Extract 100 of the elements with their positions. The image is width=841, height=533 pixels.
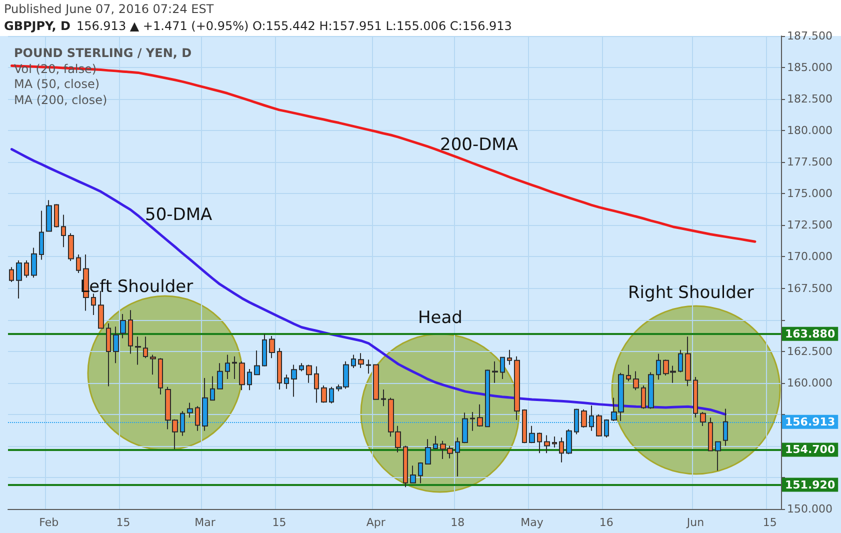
candlestick [269, 335, 275, 359]
candlestick [150, 354, 156, 376]
x-tick-label: May [520, 516, 544, 529]
candlestick [217, 362, 223, 390]
chart-subtitle: 156.913 ▲ +1.471 (+0.95%) O:155.442 H:157.951 L:155.006 C:156.913 [76, 19, 512, 33]
candlestick [113, 326, 119, 364]
candlestick [210, 376, 215, 401]
ref-line-label: 154.700 [785, 443, 836, 456]
text: Published June 07, 2016 07:24 EST [4, 2, 214, 16]
chart-title: GBPJPY, D [4, 19, 70, 33]
x-tick-label: Mar [194, 516, 216, 529]
candlestick [16, 260, 22, 299]
candlestick [715, 441, 721, 472]
candlestick [492, 360, 498, 384]
candlestick [433, 435, 438, 450]
candlestick [135, 336, 141, 366]
y-tick-label: 172.500 [787, 218, 832, 232]
x-tick-label: 15 [762, 516, 777, 529]
candlestick [143, 336, 148, 359]
annotation: 200-DMA [440, 135, 518, 155]
y-tick-label: 177.500 [787, 156, 832, 169]
candlestick [306, 364, 312, 384]
candlestick [299, 362, 304, 372]
candlestick [693, 376, 698, 418]
candlestick [195, 406, 200, 432]
annotation: POUND STERLING / YEN, D [14, 46, 192, 62]
candlestick [366, 359, 371, 374]
candlestick [239, 360, 245, 391]
x-tick-label: 15 [116, 516, 130, 529]
candlestick [31, 247, 37, 278]
candlestick [232, 356, 237, 380]
candlestick [678, 349, 683, 373]
y-tick-label: 170.000 [787, 250, 832, 264]
candlestick [648, 372, 654, 410]
y-tick-label: 182.500 [787, 92, 832, 106]
candlestick [225, 354, 230, 380]
annotation: Head [418, 308, 462, 328]
candlestick [277, 348, 282, 390]
candlestick [314, 366, 319, 404]
candlestick [381, 389, 386, 407]
candlestick [91, 293, 96, 316]
candlestick [708, 417, 713, 452]
candlestick [46, 200, 52, 232]
y-tick-label: 180.000 [787, 124, 832, 138]
candlestick [552, 436, 557, 448]
candlestick [641, 385, 646, 410]
line-series [10, 64, 756, 243]
candlestick [373, 364, 379, 400]
candlestick [685, 336, 691, 387]
x-tick-label: 18 [450, 516, 465, 529]
candlestick [351, 354, 356, 368]
y-tick-label: 150.000 [787, 502, 832, 516]
y-tick-label: 175.000 [787, 187, 832, 200]
candlestick [566, 428, 572, 455]
candlestick [425, 438, 431, 464]
candlestick [403, 445, 408, 488]
y-tick-label: 167.500 [787, 282, 832, 295]
x-tick-label: 15 [272, 516, 286, 529]
candlestick [247, 368, 252, 391]
candlestick [158, 358, 163, 395]
ref-line-label: 156.913 [785, 415, 836, 428]
candlestick [633, 370, 639, 391]
y-tick-label: 187.500 [787, 30, 832, 42]
candlestick [284, 374, 289, 390]
candlestick [418, 462, 423, 484]
annotation: MA (200, close) [14, 92, 108, 108]
candlestick [9, 266, 14, 282]
candlestick [76, 254, 81, 274]
ref-line-label: 163.880 [785, 327, 836, 340]
candlestick [522, 408, 527, 444]
candlestick [500, 356, 505, 380]
candlestick [455, 436, 460, 477]
candlestick [581, 408, 587, 428]
candlestick [68, 232, 74, 262]
candlestick [700, 412, 706, 427]
candlestick [120, 314, 126, 339]
candlestick [358, 352, 364, 368]
candlestick [254, 350, 260, 376]
candlestick [54, 204, 59, 228]
x-tick-label: Apr [366, 516, 386, 529]
y-tick-label: 162.500 [787, 344, 832, 358]
candlestick [529, 425, 535, 444]
annotation: MA (50, close) [14, 77, 101, 92]
candlestick [559, 436, 564, 463]
x-tick-label: Jun [686, 516, 704, 529]
candlestick [61, 214, 66, 248]
annotation: Right Shoulder [628, 283, 754, 303]
candlestick [106, 322, 111, 387]
candlestick [656, 353, 661, 380]
candlestick [24, 260, 29, 278]
candlestick [321, 385, 327, 404]
candlestick [537, 432, 542, 454]
ref-line-label: 151.920 [785, 478, 836, 492]
candlestick [187, 402, 193, 418]
x-tick-label: Feb [39, 516, 59, 529]
candlestick [39, 210, 44, 260]
candlestick [410, 465, 416, 484]
candlestick [262, 333, 267, 367]
x-tick-label: 16 [599, 516, 614, 529]
y-tick-label: 160.000 [787, 376, 832, 390]
